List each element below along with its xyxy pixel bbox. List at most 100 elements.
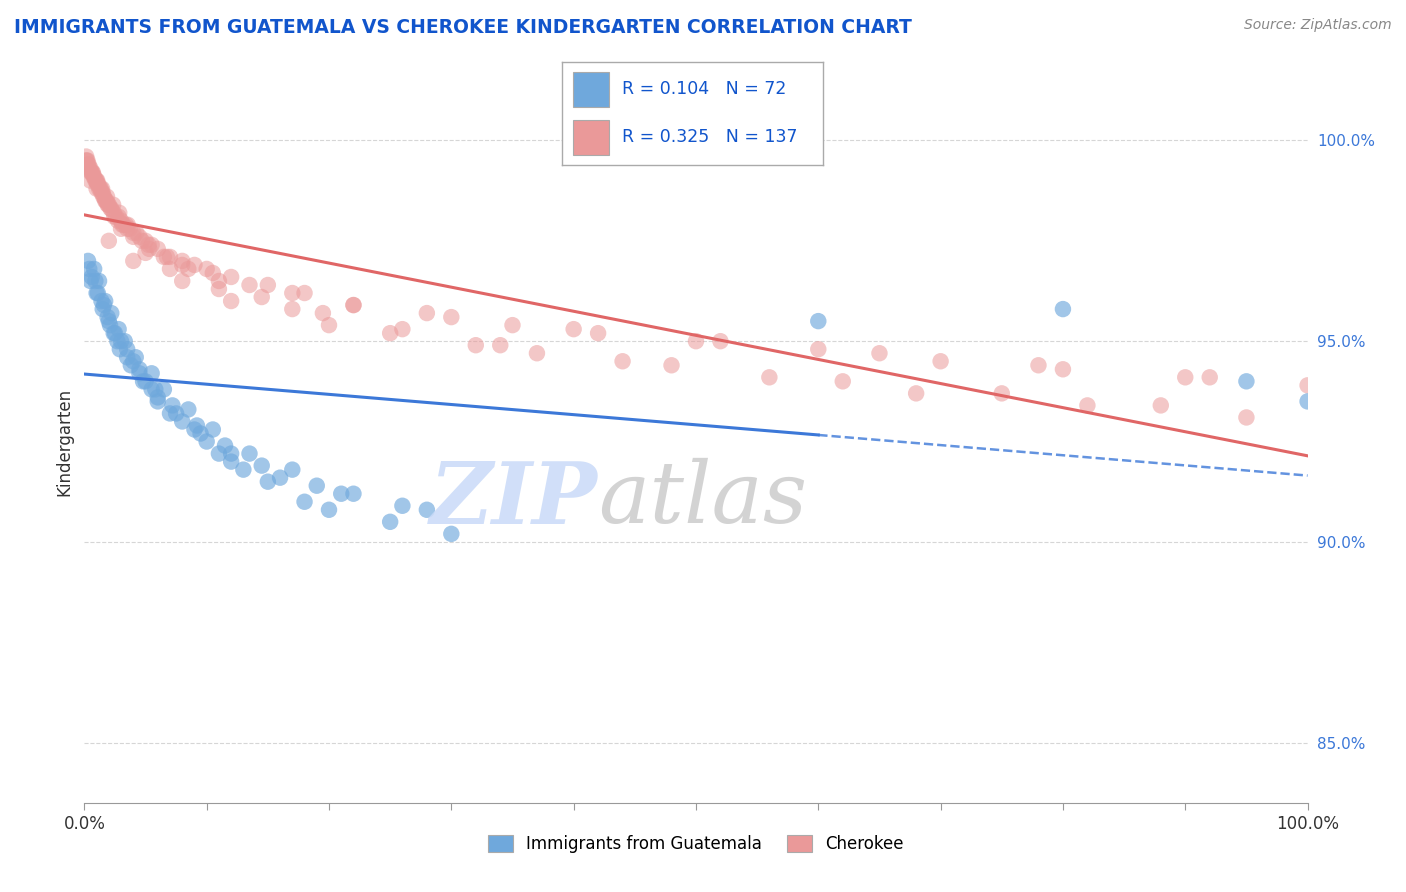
Point (76, 153, 98, 168)
Point (84, 274, 107, 288)
Point (94, 194, 117, 208)
Point (111, 218, 134, 232)
Point (1296, 378, 1319, 392)
Point (79, 274, 101, 288)
Point (153, 250, 176, 264)
Point (122, 230, 145, 244)
Point (219, 455, 242, 469)
Point (342, 298, 364, 312)
Point (100, 202, 122, 216)
Point (159, 262, 181, 277)
Point (91, 190, 114, 204)
Point (172, 254, 194, 268)
Point (80, 165, 103, 179)
Point (146, 391, 169, 405)
Point (98, 318, 121, 333)
Point (93, 190, 115, 204)
Point (77, 158, 100, 172)
Point (100, 306, 122, 320)
Point (122, 354, 145, 368)
Point (97, 197, 120, 211)
Point (83, 169, 105, 184)
Point (257, 475, 280, 489)
Point (1236, 410, 1258, 425)
Point (87, 178, 110, 192)
Legend: Immigrants from Guatemala, Cherokee: Immigrants from Guatemala, Cherokee (481, 828, 911, 860)
Point (869, 346, 891, 360)
Point (89, 182, 111, 196)
Point (104, 326, 127, 341)
Point (318, 318, 340, 333)
Point (94, 194, 117, 208)
Point (269, 471, 291, 485)
Text: R = 0.325   N = 137: R = 0.325 N = 137 (623, 128, 797, 146)
Text: atlas: atlas (598, 458, 807, 541)
Point (201, 266, 224, 280)
Point (97, 234, 120, 248)
Point (250, 290, 273, 304)
Point (661, 358, 683, 372)
Point (118, 222, 141, 236)
Point (1076, 398, 1098, 412)
Point (75, 150, 97, 164)
Point (77, 158, 100, 172)
Point (172, 415, 194, 429)
Point (146, 242, 169, 256)
Point (195, 434, 218, 449)
Point (83, 169, 105, 184)
Point (991, 386, 1014, 401)
Point (101, 197, 124, 211)
Point (141, 383, 163, 397)
Point (90, 182, 112, 196)
Point (90, 186, 112, 200)
Point (75, 153, 97, 168)
Point (128, 230, 150, 244)
Point (114, 334, 136, 349)
Point (107, 210, 129, 224)
Point (195, 262, 218, 277)
Point (1150, 398, 1173, 412)
Point (100, 202, 122, 216)
Point (103, 206, 125, 220)
Point (96, 194, 118, 208)
Point (294, 494, 316, 508)
Point (294, 285, 316, 300)
Point (112, 218, 135, 232)
Point (79, 161, 101, 176)
Point (159, 250, 181, 264)
Point (159, 407, 181, 421)
Point (612, 354, 634, 368)
Point (125, 351, 148, 365)
Point (807, 314, 830, 328)
Point (1236, 375, 1258, 389)
Point (330, 487, 353, 501)
Point (219, 446, 242, 460)
Point (391, 499, 413, 513)
Point (190, 426, 212, 441)
Point (380, 515, 402, 529)
Point (929, 354, 952, 368)
Point (110, 213, 132, 227)
Point (380, 326, 402, 341)
Point (1052, 302, 1074, 317)
Point (238, 278, 260, 293)
Point (186, 418, 208, 433)
Point (312, 306, 335, 320)
Point (91, 182, 114, 196)
Point (87, 182, 110, 196)
Point (86, 174, 108, 188)
Point (117, 218, 139, 232)
Point (238, 446, 260, 460)
Point (146, 394, 169, 409)
Point (464, 338, 486, 352)
Point (93, 298, 115, 312)
Point (80, 270, 103, 285)
Point (305, 478, 328, 492)
Point (87, 178, 110, 192)
Point (115, 351, 138, 365)
Point (97, 314, 120, 328)
Point (807, 343, 830, 357)
Point (153, 383, 176, 397)
Text: ZIP: ZIP (430, 458, 598, 541)
Point (135, 246, 157, 260)
